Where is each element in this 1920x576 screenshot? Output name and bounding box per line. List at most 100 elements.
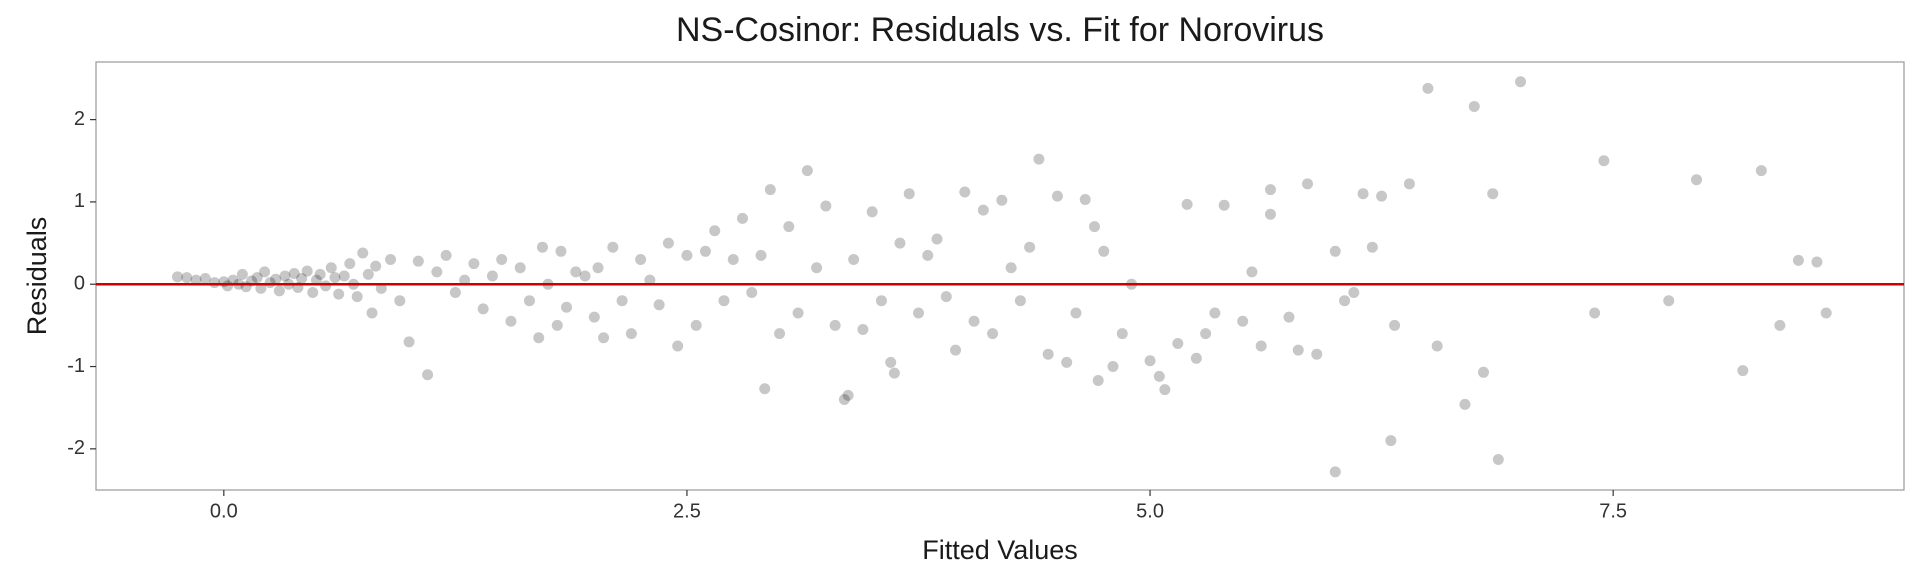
x-tick-label: 5.0: [1136, 500, 1164, 522]
point: [551, 319, 563, 331]
point: [848, 254, 860, 266]
y-tick-label: 2: [74, 108, 85, 130]
point: [1487, 188, 1499, 200]
point: [227, 274, 239, 286]
point: [555, 245, 567, 257]
point: [385, 254, 397, 266]
point: [842, 389, 854, 401]
point: [755, 249, 767, 261]
point: [996, 194, 1008, 206]
point: [829, 319, 841, 331]
point: [505, 315, 517, 327]
point: [1792, 254, 1804, 266]
point: [338, 270, 350, 282]
point: [181, 272, 193, 284]
point: [449, 286, 461, 298]
point: [1492, 454, 1504, 466]
point: [857, 324, 869, 335]
point: [1755, 165, 1767, 177]
point: [774, 328, 786, 340]
point: [325, 262, 337, 274]
point: [1237, 315, 1249, 327]
point: [968, 315, 980, 327]
point: [1292, 344, 1304, 356]
point: [1144, 355, 1156, 367]
point: [737, 212, 749, 224]
point: [1088, 221, 1100, 233]
point: [1311, 348, 1323, 360]
point: [362, 268, 374, 280]
point: [357, 247, 369, 259]
point: [1172, 337, 1184, 349]
point: [307, 286, 319, 298]
x-tick-label: 0.0: [210, 500, 238, 522]
point: [801, 165, 813, 177]
point: [838, 393, 850, 405]
point: [477, 303, 489, 315]
point: [764, 184, 776, 196]
point: [579, 270, 591, 282]
point: [1159, 384, 1171, 396]
point: [333, 288, 345, 300]
point: [607, 241, 619, 253]
point: [1070, 307, 1082, 319]
point: [1033, 153, 1045, 165]
point: [1339, 295, 1351, 307]
point: [459, 274, 471, 286]
point: [301, 265, 313, 277]
point: [1663, 295, 1675, 307]
point: [1403, 178, 1415, 190]
point: [570, 266, 582, 278]
point: [1181, 198, 1193, 210]
point: [885, 356, 897, 368]
point: [375, 282, 387, 294]
point: [759, 383, 771, 395]
point: [977, 204, 989, 216]
point: [431, 266, 443, 278]
point: [811, 262, 823, 274]
point: [1431, 340, 1443, 352]
point: [251, 272, 263, 284]
point: [344, 258, 356, 270]
point: [1477, 366, 1489, 378]
point: [1283, 311, 1295, 323]
point: [1348, 286, 1360, 298]
point: [1042, 348, 1054, 360]
point: [1774, 319, 1786, 331]
point: [625, 328, 637, 340]
point: [1218, 199, 1230, 211]
point: [370, 260, 382, 272]
x-tick-label: 2.5: [673, 500, 701, 522]
point: [1357, 188, 1369, 200]
point: [1820, 307, 1832, 319]
point: [959, 186, 971, 198]
point: [1246, 266, 1258, 278]
point: [536, 241, 548, 253]
point: [792, 307, 804, 319]
point: [320, 280, 332, 292]
point: [279, 270, 291, 282]
point: [1691, 174, 1703, 186]
point: [783, 221, 795, 233]
point: [255, 282, 267, 294]
point: [912, 307, 924, 319]
point: [296, 272, 308, 284]
point: [903, 188, 915, 200]
point: [616, 295, 628, 307]
point: [259, 266, 271, 278]
point: [403, 336, 415, 348]
point: [922, 249, 934, 261]
point: [533, 332, 545, 344]
point: [1209, 307, 1221, 319]
point: [1737, 365, 1749, 377]
point: [273, 285, 285, 297]
point: [1329, 245, 1341, 257]
point: [523, 295, 535, 307]
point: [1092, 375, 1104, 387]
point: [422, 369, 434, 381]
point: [496, 254, 508, 266]
point: [1302, 178, 1314, 190]
point: [329, 272, 341, 284]
